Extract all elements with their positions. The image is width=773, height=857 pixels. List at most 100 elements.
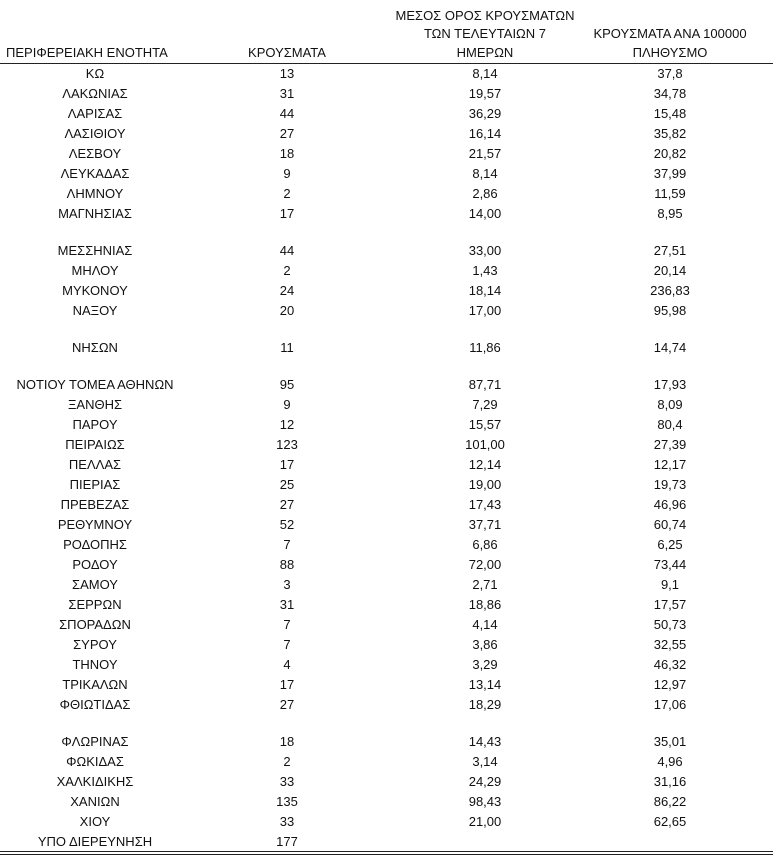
avg-7day-cell: 36,29 [468,106,502,121]
region-cell: ΤΗΝΟΥ [72,657,118,672]
avg-7day-cell: 19,57 [468,86,502,101]
avg-7day-cell: 3,14 [472,754,498,769]
region-cell: ΦΩΚΙΔΑΣ [66,754,124,769]
table-row: ΧΑΛΚΙΔΙΚΗΣ 33 24,29 31,16 [0,772,773,792]
cases-cell: 13 [279,66,295,81]
cases-cell: 27 [279,697,295,712]
avg-7day-cell: 3,86 [472,637,498,652]
per-100k-cell: 34,78 [653,86,687,101]
region-cell: ΜΑΓΝΗΣΙΑΣ [58,206,132,221]
avg-7day-cell: 13,14 [468,677,502,692]
per-100k-cell: 8,09 [657,397,683,412]
header-avg-line2: ΤΩΝ ΤΕΛΕΥΤΑΙΩΝ 7 [423,26,547,41]
cases-cell: 3 [283,577,291,592]
region-cell: ΣΥΡΟΥ [73,637,117,652]
per-100k-cell: 80,4 [657,417,683,432]
table-row: ΡΟΔΟΥ 88 72,00 73,44 [0,555,773,575]
per-100k-cell: 15,48 [653,106,687,121]
table-row: ΜΗΛΟΥ 2 1,43 20,14 [0,261,773,281]
cases-cell: 17 [279,206,295,221]
table-row: ΣΠΟΡΑΔΩΝ 7 4,14 50,73 [0,615,773,635]
region-cell: ΚΩ [85,66,105,81]
cases-cell: 33 [279,774,295,789]
per-100k-cell: 8,95 [657,206,683,221]
cases-cell: 2 [283,186,291,201]
avg-7day-cell: 7,29 [472,397,498,412]
region-cell: ΧΙΟΥ [79,814,111,829]
per-100k-cell: 60,74 [653,517,687,532]
table-row: ΚΩ 13 8,14 37,8 [0,64,773,84]
table-bottom-border [0,851,773,855]
cases-cell: 33 [279,814,295,829]
region-cell: ΠΙΕΡΙΑΣ [69,477,121,492]
cases-cell: 95 [279,377,295,392]
per-100k-cell: 46,32 [653,657,687,672]
cases-cell: 2 [283,754,291,769]
avg-7day-cell: 33,00 [468,243,502,258]
cases-cell: 2 [283,263,291,278]
avg-7day-cell: 14,43 [468,734,502,749]
avg-7day-cell: 72,00 [468,557,502,572]
avg-7day-cell: 8,14 [472,66,498,81]
cases-cell: 27 [279,126,295,141]
avg-7day-cell: 21,57 [468,146,502,161]
region-cell: ΧΑΛΚΙΔΙΚΗΣ [56,774,134,789]
cases-cell: 25 [279,477,295,492]
cases-cell: 177 [276,834,298,849]
per-100k-cell: 20,14 [653,263,687,278]
table-row: ΡΕΘΥΜΝΟΥ 52 37,71 60,74 [0,515,773,535]
header-cases: ΚΡΟΥΣΜΑΤΑ [248,44,326,60]
region-cell: ΠΡΕΒΕΖΑΣ [60,497,130,512]
cases-cell: 9 [283,166,291,181]
cases-cell: 18 [279,146,295,161]
header-7day-average: ΜΕΣΟΣ ΟΡΟΣ ΚΡΟΥΣΜΑΤΩΝ ΤΩΝ ΤΕΛΕΥΤΑΙΩΝ 7 Η… [385,7,585,63]
region-cell: ΜΥΚΟΝΟΥ [62,283,128,298]
header-avg-line1: ΜΕΣΟΣ ΟΡΟΣ ΚΡΟΥΣΜΑΤΩΝ [395,7,575,23]
avg-7day-cell: 101,00 [465,437,505,452]
avg-7day-cell: 17,00 [468,303,502,318]
cases-cell: 17 [279,457,295,472]
per-100k-cell: 62,65 [653,814,687,829]
avg-7day-cell: 1,43 [472,263,498,278]
avg-7day-cell: 12,14 [468,457,502,472]
avg-7day-cell: 11,86 [469,340,501,355]
region-cell: ΛΕΥΚΑΔΑΣ [60,166,130,181]
cases-cell: 31 [279,597,295,612]
avg-7day-cell: 37,71 [468,517,502,532]
region-cell: ΤΡΙΚΑΛΩΝ [62,677,128,692]
cases-cell: 7 [283,637,291,652]
header-per100k-line2: ΠΛΗΘΥΣΜΟ [632,44,708,60]
region-cell: ΛΑΡΙΣΑΣ [67,106,123,121]
region-cell: ΡΟΔΟΥ [72,557,118,572]
region-cell: ΦΘΙΩΤΙΔΑΣ [59,697,131,712]
region-cell: ΧΑΝΙΩΝ [70,794,120,809]
table-row: ΧΙΟΥ 33 21,00 62,65 [0,812,773,832]
per-100k-cell: 20,82 [653,146,687,161]
table-row: ΛΑΚΩΝΙΑΣ 31 19,57 34,78 [0,84,773,104]
table-row: ΦΛΩΡΙΝΑΣ 18 14,43 35,01 [0,732,773,752]
table-row: ΣΕΡΡΩΝ 31 18,86 17,57 [0,595,773,615]
table-row: ΣΥΡΟΥ 7 3,86 32,55 [0,635,773,655]
cases-cell: 9 [283,397,291,412]
table-row: ΜΑΓΝΗΣΙΑΣ 17 14,00 8,95 [0,204,773,224]
region-cell: ΛΑΣΙΘΙΟΥ [64,126,126,141]
table-row: ΠΡΕΒΕΖΑΣ 27 17,43 46,96 [0,495,773,515]
per-100k-cell: 37,99 [653,166,687,181]
table-row: ΛΕΥΚΑΔΑΣ 9 8,14 37,99 [0,164,773,184]
table-row: ΠΕΙΡΑΙΩΣ 123 101,00 27,39 [0,435,773,455]
region-cell: ΛΗΜΝΟΥ [66,186,124,201]
avg-7day-cell: 2,71 [472,577,498,592]
per-100k-cell: 6,25 [657,537,683,552]
avg-7day-cell: 16,14 [468,126,502,141]
region-cell: ΜΗΛΟΥ [71,263,119,278]
cases-cell: 7 [283,537,291,552]
region-cell: ΠΕΙΡΑΙΩΣ [65,437,125,452]
avg-7day-cell: 18,29 [468,697,502,712]
table-row: ΜΕΣΣΗΝΙΑΣ 44 33,00 27,51 [0,241,773,261]
cases-cell: 31 [279,86,295,101]
per-100k-cell: 73,44 [653,557,687,572]
avg-7day-cell: 8,14 [472,166,498,181]
avg-7day-cell: 4,14 [472,617,498,632]
table-body: ΚΩ 13 8,14 37,8 ΛΑΚΩΝΙΑΣ 31 19,57 34,78 ΛΑΡΙΣΑΣ 4… [0,64,773,852]
cases-cell: 20 [279,303,295,318]
